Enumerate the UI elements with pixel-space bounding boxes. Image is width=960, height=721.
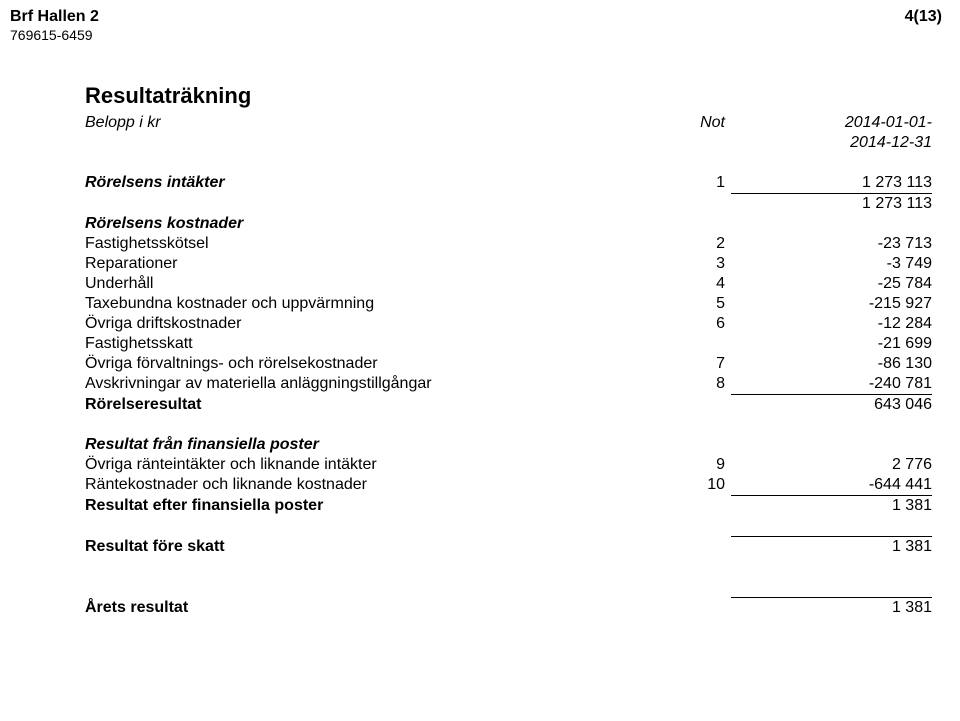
cost-not: 3 <box>645 254 731 274</box>
revenue-not: 1 <box>645 173 731 194</box>
org-block: Brf Hallen 2 769615-6459 <box>10 8 99 43</box>
fin-value: 2 776 <box>731 455 932 475</box>
row-financial-heading: Resultat från finansiella poster <box>85 435 932 455</box>
report-title: Resultaträkning <box>85 83 932 109</box>
cost-value: -12 284 <box>731 314 932 334</box>
revenue-sum: 1 273 113 <box>731 193 932 214</box>
cost-value: -21 699 <box>731 334 932 354</box>
result-after-fin-value: 1 381 <box>731 495 932 516</box>
fin-value: -644 441 <box>731 475 932 496</box>
row-result-after-financial: Resultat efter finansiella poster 1 381 <box>85 495 932 516</box>
cost-value: -3 749 <box>731 254 932 274</box>
costs-heading: Rörelsens kostnader <box>85 214 645 234</box>
cost-label: Övriga förvaltnings- och rörelsekostnade… <box>85 354 645 374</box>
table-row: Reparationer 3 -3 749 <box>85 254 932 274</box>
cost-value: -215 927 <box>731 294 932 314</box>
col-header-label: Belopp i kr <box>85 113 645 133</box>
col-header-period-2: 2014-12-31 <box>731 133 932 153</box>
cost-not: 7 <box>645 354 731 374</box>
table-row: Fastighetsskatt -21 699 <box>85 334 932 354</box>
operating-result-value: 643 046 <box>731 394 932 415</box>
cost-value: -23 713 <box>731 234 932 254</box>
row-revenue-sum: 1 273 113 <box>85 193 932 214</box>
table-header-row: Belopp i kr Not 2014-01-01- <box>85 113 932 133</box>
page-number: 4(13) <box>905 8 942 26</box>
table-row: Övriga ränteintäkter och liknande intäkt… <box>85 455 932 475</box>
cost-value: -86 130 <box>731 354 932 374</box>
cost-label: Övriga driftskostnader <box>85 314 645 334</box>
financial-heading: Resultat från finansiella poster <box>85 435 645 455</box>
table-row: Taxebundna kostnader och uppvärmning 5 -… <box>85 294 932 314</box>
cost-value: -25 784 <box>731 274 932 294</box>
page-container: Brf Hallen 2 769615-6459 4(13) Resultatr… <box>0 0 960 721</box>
cost-not: 4 <box>645 274 731 294</box>
income-statement-table: Belopp i kr Not 2014-01-01- 2014-12-31 R… <box>85 113 932 618</box>
row-revenue-heading: Rörelsens intäkter 1 1 273 113 <box>85 173 932 194</box>
col-header-period-1: 2014-01-01- <box>731 113 932 133</box>
table-row: Övriga förvaltnings- och rörelsekostnade… <box>85 354 932 374</box>
revenue-heading: Rörelsens intäkter <box>85 173 645 194</box>
year-result-value: 1 381 <box>731 597 932 618</box>
cost-label: Underhåll <box>85 274 645 294</box>
table-row: Fastighetsskötsel 2 -23 713 <box>85 234 932 254</box>
table-header-row-2: 2014-12-31 <box>85 133 932 153</box>
content: Resultaträkning Belopp i kr Not 2014-01-… <box>85 83 932 618</box>
operating-result-label: Rörelseresultat <box>85 394 645 415</box>
cost-value: -240 781 <box>731 374 932 395</box>
table-row: Räntekostnader och liknande kostnader 10… <box>85 475 932 496</box>
org-name: Brf Hallen 2 <box>10 8 99 26</box>
fin-not: 10 <box>645 475 731 496</box>
col-header-not: Not <box>645 113 731 133</box>
cost-not: 8 <box>645 374 731 395</box>
cost-label: Avskrivningar av materiella anläggningst… <box>85 374 645 395</box>
cost-not: 2 <box>645 234 731 254</box>
revenue-value: 1 273 113 <box>731 173 932 194</box>
page-header: Brf Hallen 2 769615-6459 4(13) <box>10 8 942 43</box>
table-row: Övriga driftskostnader 6 -12 284 <box>85 314 932 334</box>
year-result-label: Årets resultat <box>85 597 645 618</box>
org-id: 769615-6459 <box>10 28 99 43</box>
cost-label: Reparationer <box>85 254 645 274</box>
result-after-fin-label: Resultat efter finansiella poster <box>85 495 645 516</box>
cost-not <box>645 334 731 354</box>
row-year-result: Årets resultat 1 381 <box>85 597 932 618</box>
row-operating-result: Rörelseresultat 643 046 <box>85 394 932 415</box>
cost-label: Taxebundna kostnader och uppvärmning <box>85 294 645 314</box>
fin-label: Räntekostnader och liknande kostnader <box>85 475 645 496</box>
fin-not: 9 <box>645 455 731 475</box>
result-before-tax-value: 1 381 <box>731 536 932 557</box>
table-row: Underhåll 4 -25 784 <box>85 274 932 294</box>
table-row: Avskrivningar av materiella anläggningst… <box>85 374 932 395</box>
row-result-before-tax: Resultat före skatt 1 381 <box>85 536 932 557</box>
cost-not: 6 <box>645 314 731 334</box>
cost-label: Fastighetsskatt <box>85 334 645 354</box>
cost-label: Fastighetsskötsel <box>85 234 645 254</box>
row-costs-heading: Rörelsens kostnader <box>85 214 932 234</box>
result-before-tax-label: Resultat före skatt <box>85 536 645 557</box>
fin-label: Övriga ränteintäkter och liknande intäkt… <box>85 455 645 475</box>
cost-not: 5 <box>645 294 731 314</box>
